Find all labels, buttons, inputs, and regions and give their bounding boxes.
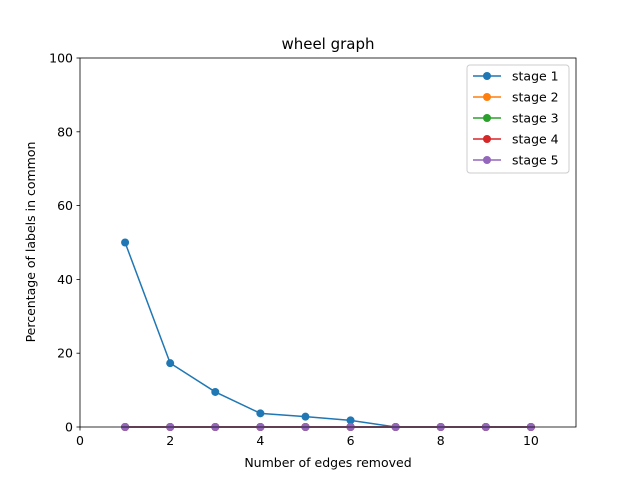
x-tick-label: 0: [76, 433, 84, 448]
legend: stage 1 stage 2 stage 3 stage 4 stage 5: [466, 64, 570, 174]
x-tick-label: 4: [256, 433, 264, 448]
legend-item: stage 4: [473, 132, 559, 147]
data-point: [346, 416, 355, 425]
y-tick-label: 100: [49, 51, 73, 66]
legend-item: stage 1: [473, 69, 559, 84]
legend-label: stage 4: [512, 132, 559, 147]
y-tick-label: 40: [57, 272, 73, 287]
legend-marker: [483, 156, 491, 164]
legend-marker: [483, 135, 491, 143]
legend-item: stage 5: [473, 153, 559, 168]
plot-frame: [79, 57, 577, 428]
legend-label: stage 3: [512, 111, 559, 126]
legend-item: stage 3: [473, 111, 559, 126]
legend-label: stage 1: [512, 69, 559, 84]
legend-marker: [483, 93, 491, 101]
x-tick-label: 8: [437, 433, 445, 448]
x-tick-label: 2: [166, 433, 174, 448]
legend-label: stage 5: [512, 153, 559, 168]
data-point: [301, 412, 310, 421]
x-axis: 0 2 4 6 8 10: [76, 427, 539, 448]
chart-title: wheel graph: [281, 35, 374, 53]
legend-marker: [483, 72, 491, 80]
legend-box: [466, 64, 570, 174]
y-tick-label: 20: [57, 346, 73, 361]
legend-label: stage 2: [512, 90, 559, 105]
y-tick-label: 80: [57, 124, 73, 139]
y-axis-label: Percentage of labels in common: [23, 142, 38, 343]
x-tick-label: 6: [347, 433, 355, 448]
y-tick-label: 60: [57, 198, 73, 213]
data-point: [121, 238, 130, 247]
legend-item: stage 2: [473, 90, 559, 105]
legend-marker: [483, 114, 491, 122]
x-axis-label: Number of edges removed: [244, 455, 411, 470]
x-tick-label: 10: [523, 433, 539, 448]
y-tick-label: 0: [65, 420, 73, 435]
data-point: [211, 387, 220, 396]
y-axis: 0 20 40 60 80 100: [49, 51, 80, 435]
data-point: [256, 409, 265, 418]
data-point: [166, 359, 175, 368]
